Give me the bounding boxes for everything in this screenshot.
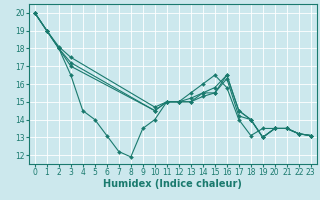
X-axis label: Humidex (Indice chaleur): Humidex (Indice chaleur) xyxy=(103,179,242,189)
